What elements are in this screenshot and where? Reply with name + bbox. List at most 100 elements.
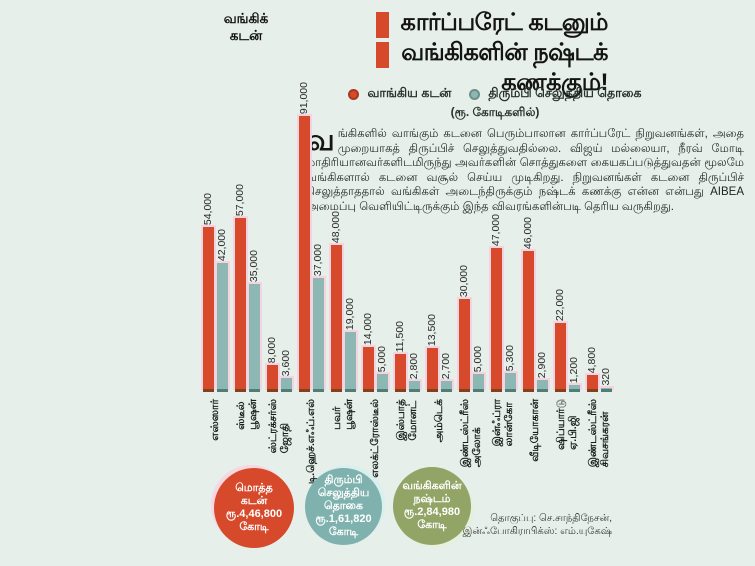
intro-paragraph: வ ங்கிகளில் வாங்கும் கடனை பெரும்பாலான கார… [306,124,744,215]
credits: தொகுப்பு: செ.சாந்திநேசன், இன்ஃபோகிராபிக்… [463,512,612,538]
loan-bar [490,248,502,392]
repaid-bar [408,381,420,392]
loan-bar [586,375,598,392]
bar-group: 22,000 1,200 ஏ.பி.ஜி ஷிப்யார்டு [554,289,580,450]
bar-value-label: 320 [600,368,612,386]
loan-bar [362,347,374,392]
legend-label-repaid: திரும்பி செலுத்திய தொகை [488,86,642,100]
bar-group: 4,800 320 சிவசங்கரன் இண்டஸ்ட்ரீஸ் [586,346,612,468]
bar-value-label: 54,000 [202,192,214,225]
company-label: மோனட் இஸ்பாத் [395,399,419,441]
chart-axis-caption: வங்கிக் கடன் [223,11,269,43]
summary-circle-loss: வங்கிகளின் நஷ்டம் ரூ.2,84,980 கோடி [393,467,471,545]
repaid-bar [440,381,452,392]
company-label: பூஷன் பவர் [331,399,355,430]
company-label: அம்டெக் [433,399,445,443]
loan-bar [522,251,534,392]
bar-chart: 54,000 42,000 எஸ்ஸார் 57,000 35,000 பூஷன் ஸ்ட… [202,68,612,484]
bar-value-label: 2,800 [408,352,420,379]
legend-label-loan: வாங்கிய கடன் [367,86,452,100]
company-label: ஏ.பி.ஜி ஷிப்யார்டு [555,399,579,450]
repaid-bar [536,380,548,392]
title-line-1: கார்ப்பரேட் கடனும் [400,9,609,36]
bar-group: 47,000 5,300 லான்கோ இன்ஃப்ரா [490,213,516,446]
bar-value-label: 46,000 [522,216,534,249]
bar-group: 91,000 37,000 டி.ஹெச்.எஃப்.எல் [298,81,324,484]
company-label: அலோக் இண்டஸ்ட்ரீஸ் [459,399,483,468]
repaid-bar [504,373,516,392]
bar-value-label: 42,000 [216,228,228,261]
bar-value-label: 5,300 [504,344,516,371]
loan-bar [298,116,310,392]
company-label: எஸ்ஸார் [209,399,221,441]
chart-legend: வாங்கிய கடன் திரும்பி செலுத்திய தொகை (ரூ… [330,86,660,121]
repaid-bar [216,263,228,392]
loan-bar [234,218,246,392]
company-label: வீடியோகான் [529,399,541,462]
company-label: லான்கோ இன்ஃப்ரா [491,399,515,447]
repaid-bar [248,284,260,392]
loan-bar [458,299,470,392]
bar-group: 13,500 2,700 அம்டெக் [426,313,452,443]
bar-group: 54,000 42,000 எஸ்ஸார் [202,192,228,441]
bar-value-label: 8,000 [266,336,278,363]
bar-value-label: 13,500 [426,313,438,346]
loan-bar [202,227,214,392]
company-label: பூஷன் ஸ்டீல் [235,399,259,430]
legend-dot-loan [348,88,360,100]
bar-value-label: 48,000 [330,210,342,243]
company-label: டி.ஹெச்.எஃப்.எல் [305,399,317,485]
bar-value-label: 14,000 [362,312,374,345]
dropcap: வ [306,124,335,157]
bar-value-label: 2,700 [440,352,452,379]
bar-value-label: 4,800 [586,346,598,373]
repaid-bar [472,374,484,392]
bar-value-label: 2,900 [536,351,548,378]
bar-value-label: 30,000 [458,264,470,297]
title-accent-tag [376,12,389,38]
credits-compiler: தொகுப்பு: செ.சாந்திநேசன், [490,513,612,524]
legend-dot-repaid [469,88,481,100]
credits-infographics: இன்ஃபோகிராபிக்ஸ்: எம்.யுகேஷ் [462,526,612,537]
bar-value-label: 11,500 [394,320,406,352]
company-label: சிவசங்கரன் இண்டஸ்ட்ரீஸ் [587,399,611,468]
bar-value-label: 5,000 [376,345,388,372]
bar-group: 8,000 3,600 ஜோதி ஸ்ட்ரக்சர்ஸ் [266,336,292,454]
bar-group: 46,000 2,900 வீடியோகான் [522,216,548,462]
repaid-bar [280,378,292,392]
bar-value-label: 5,000 [472,345,484,372]
bar-value-label: 35,000 [248,249,260,282]
repaid-bar [312,278,324,392]
loan-bar [426,348,438,392]
repaid-bar [376,374,388,392]
bar-group: 48,000 19,000 பூஷன் பவர் [330,210,356,430]
title-line-2: வங்கிகளின் நஷ்டக் கணக்கும்! [401,39,608,96]
bar-value-label: 1,200 [568,356,580,383]
bar-group: 57,000 35,000 பூஷன் ஸ்டீல் [234,183,260,430]
bar-value-label: 19,000 [344,297,356,330]
summary-circle-total-loan: மொத்த கடன் ரூ.4,46,800 கோடி [214,468,294,548]
company-label: ஜோதி ஸ்ட்ரக்சர்ஸ் [267,399,291,454]
bar-value-label: 57,000 [234,183,246,216]
page-title-text: கார்ப்பரேட் கடனும் வங்கிகளின் நஷ்டக் கணக… [396,8,609,98]
company-label: எலக்ட்ரோஸ்டீல் [369,399,381,478]
bar-group: 14,000 5,000 எலக்ட்ரோஸ்டீல் [362,312,388,478]
repaid-bar [600,388,612,392]
repaid-bar [568,385,580,392]
bar-value-label: 37,000 [312,243,324,276]
bar-value-label: 47,000 [490,213,502,246]
loan-bar [554,323,566,392]
page-title: கார்ப்பரேட் கடனும் வங்கிகளின் நஷ்டக் கணக… [376,8,609,98]
repaid-bar [344,332,356,392]
bar-group: 11,500 2,800 மோனட் இஸ்பாத் [394,320,420,441]
legend-unit: (ரூ. கோடிகளில்) [450,105,540,119]
summary-circle-repaid: திரும்பி செலுத்திய தொகை ரூ.1,61,820 கோடி [305,468,382,545]
loan-bar [330,245,342,392]
intro-text: ங்கிகளில் வாங்கும் கடனை பெரும்பாலான கார்… [306,128,744,213]
title-accent-tags [376,8,389,98]
bar-group: 30,000 5,000 அலோக் இண்டஸ்ட்ரீஸ் [458,264,484,467]
loan-bar [394,354,406,392]
bar-value-label: 3,600 [280,349,292,376]
bar-value-label: 91,000 [298,81,310,114]
